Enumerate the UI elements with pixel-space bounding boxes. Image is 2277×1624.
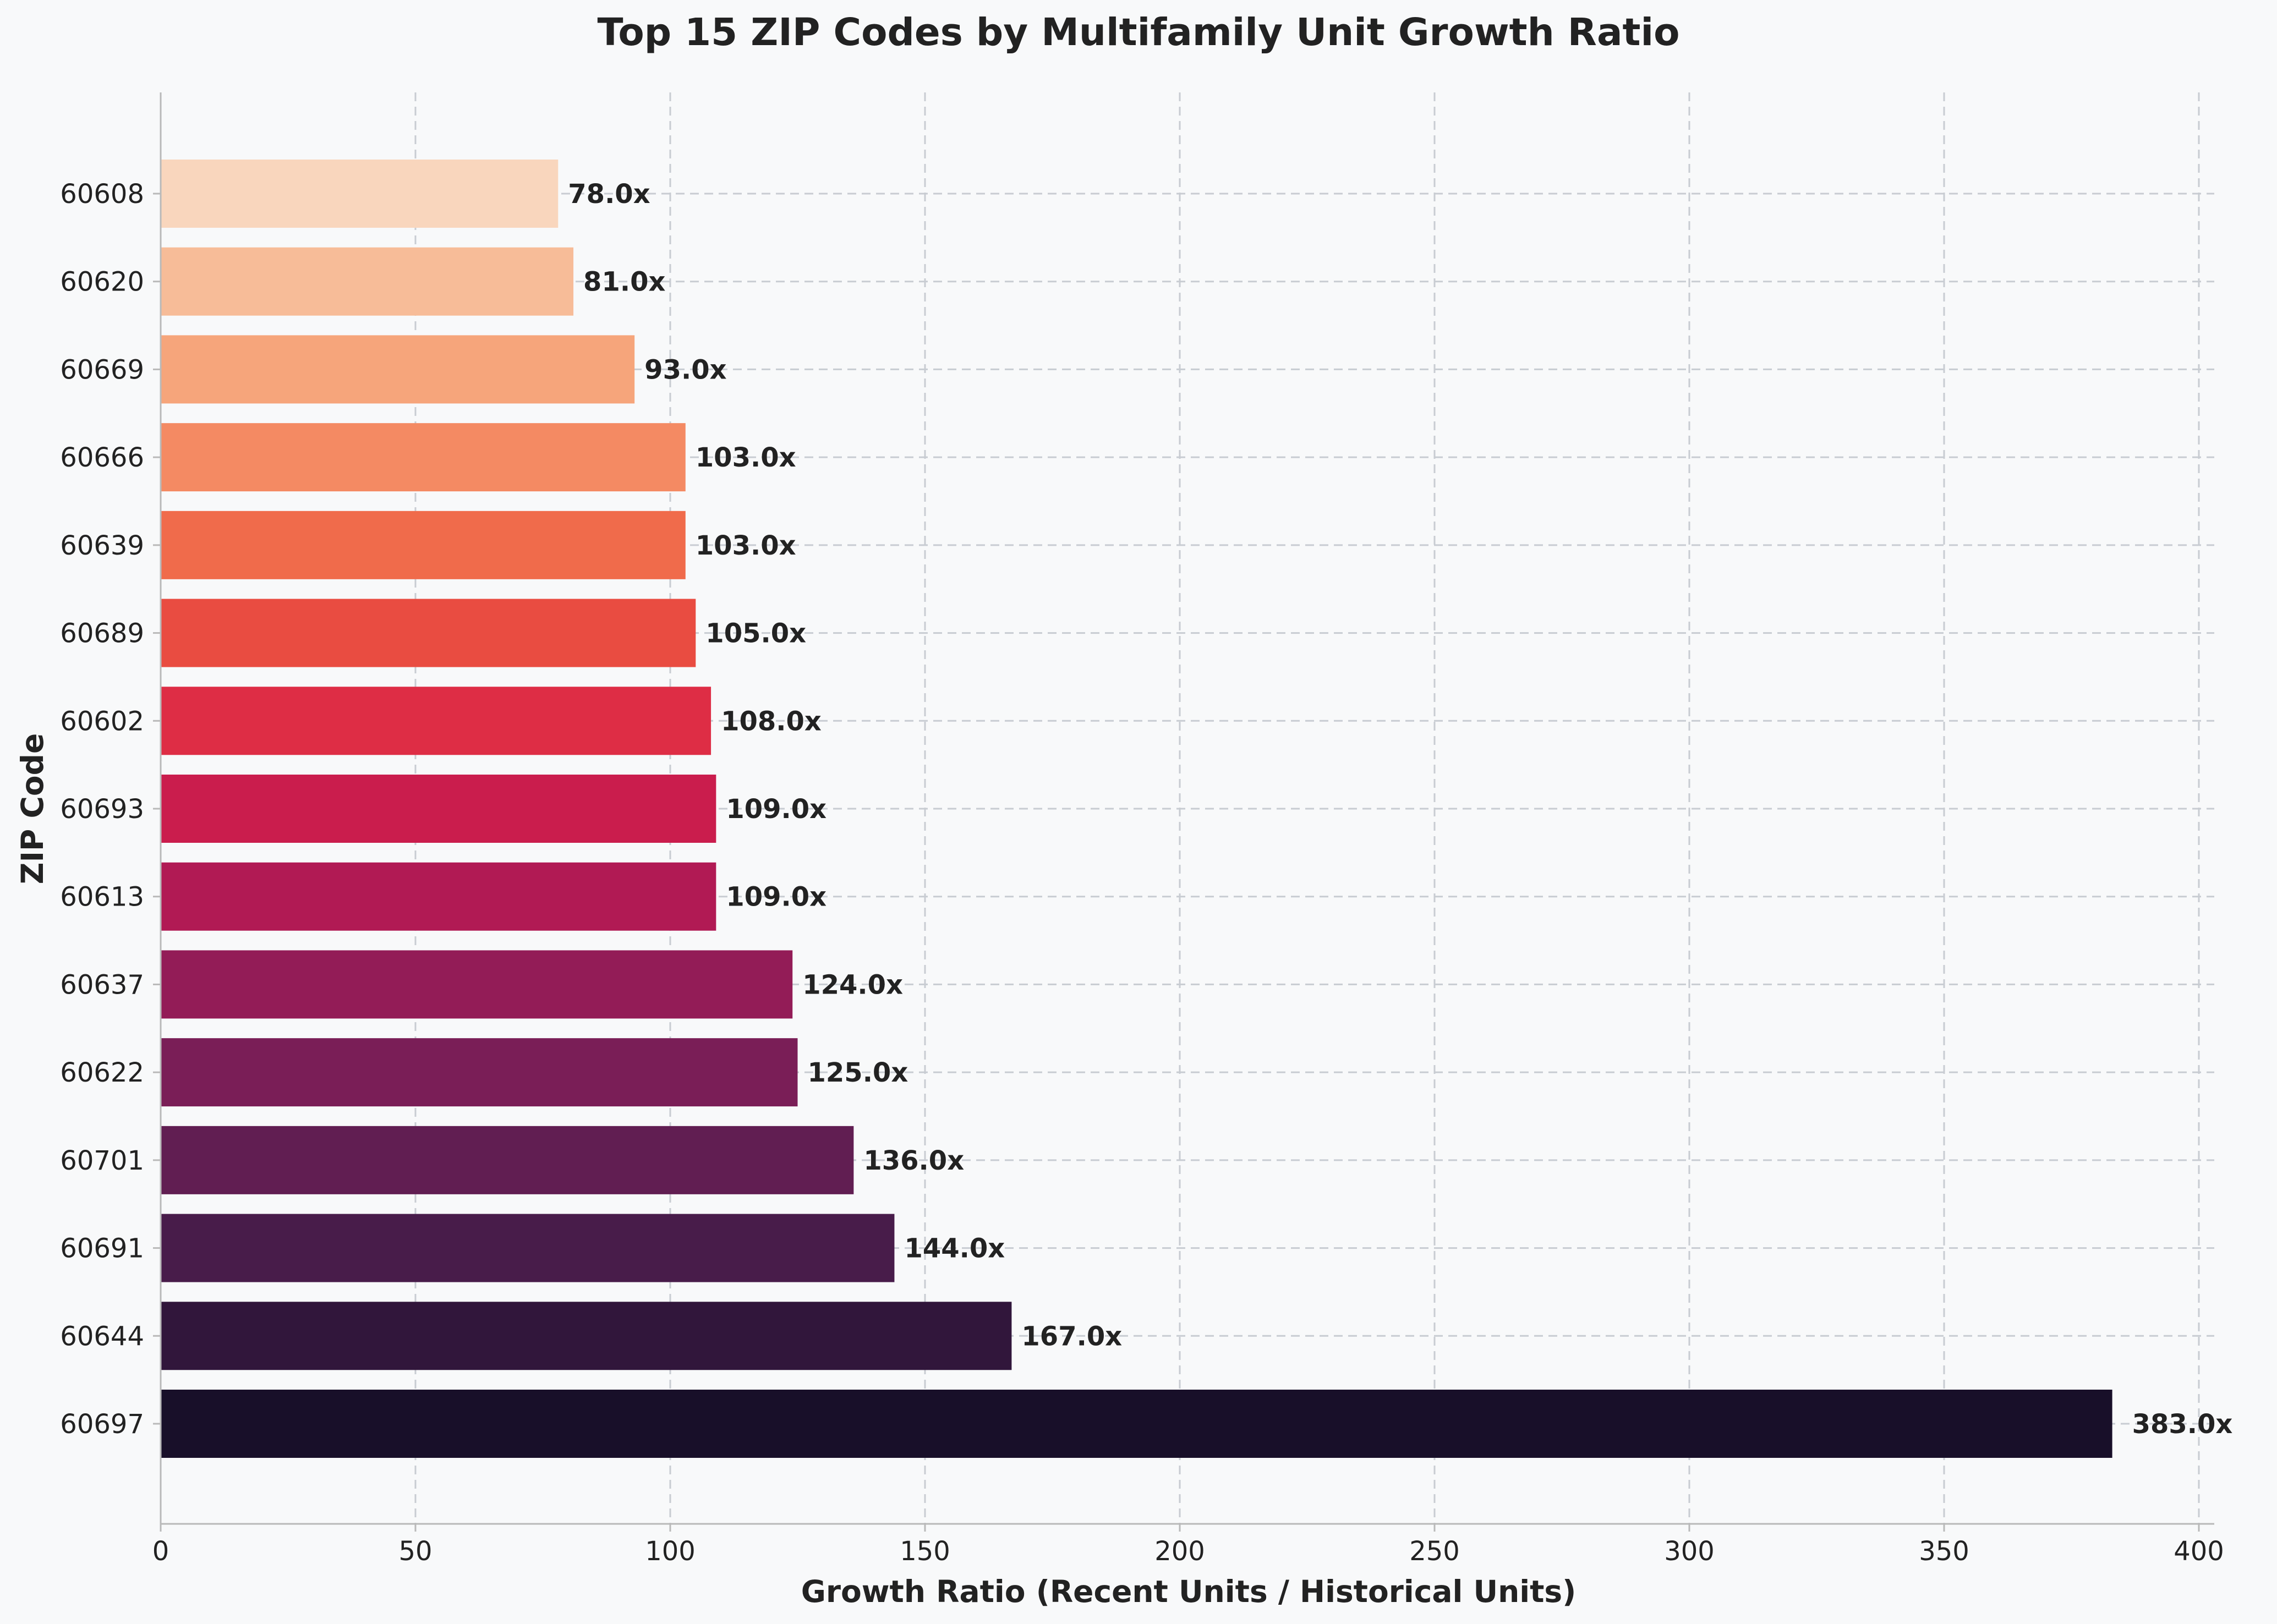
value-label-60691: 144.0x bbox=[904, 1233, 1005, 1264]
bar-60639 bbox=[161, 511, 686, 579]
y-axis-label: ZIP Code bbox=[15, 733, 50, 885]
bar-60666 bbox=[161, 423, 686, 492]
bar-60689 bbox=[161, 599, 696, 667]
x-axis-label: Growth Ratio (Recent Units / Historical … bbox=[801, 1574, 1577, 1609]
chart-title: Top 15 ZIP Codes by Multifamily Unit Gro… bbox=[597, 10, 1679, 54]
x-tick-label: 250 bbox=[1409, 1536, 1460, 1567]
bar-60622 bbox=[161, 1038, 798, 1107]
value-label-60622: 125.0x bbox=[808, 1057, 908, 1088]
bar-60697 bbox=[161, 1390, 2112, 1458]
x-tick-label: 200 bbox=[1154, 1536, 1205, 1567]
bar-60644 bbox=[161, 1302, 1012, 1370]
y-tick-label-60693: 60693 bbox=[60, 794, 144, 825]
bar-60693 bbox=[161, 775, 716, 843]
y-tick-label-60637: 60637 bbox=[60, 969, 144, 1000]
y-tick-label-60689: 60689 bbox=[60, 618, 144, 649]
bar-60620 bbox=[161, 247, 574, 316]
value-label-60602: 108.0x bbox=[721, 706, 822, 737]
value-label-60697: 383.0x bbox=[2132, 1409, 2233, 1440]
value-label-60608: 78.0x bbox=[568, 179, 650, 210]
bar-60608 bbox=[161, 160, 559, 228]
value-label-60693: 109.0x bbox=[726, 794, 826, 825]
x-tick-label: 350 bbox=[1919, 1536, 1969, 1567]
value-label-60666: 103.0x bbox=[696, 442, 796, 473]
value-label-60644: 167.0x bbox=[1021, 1321, 1122, 1352]
y-tick-label-60669: 60669 bbox=[60, 354, 144, 385]
value-label-60620: 81.0x bbox=[583, 267, 665, 298]
x-tick-label: 150 bbox=[900, 1536, 950, 1567]
bar-60701 bbox=[161, 1126, 854, 1194]
value-label-60613: 109.0x bbox=[726, 882, 826, 913]
y-tick-label-60613: 60613 bbox=[60, 882, 144, 913]
value-label-60639: 103.0x bbox=[696, 530, 796, 561]
y-tick-label-60644: 60644 bbox=[60, 1321, 144, 1352]
value-label-60701: 136.0x bbox=[863, 1145, 964, 1176]
y-tick-label-60622: 60622 bbox=[60, 1057, 144, 1088]
bars bbox=[161, 160, 2112, 1458]
y-tick-label-60602: 60602 bbox=[60, 706, 144, 737]
y-tick-label-60620: 60620 bbox=[60, 267, 144, 298]
y-tick-label-60691: 60691 bbox=[60, 1233, 144, 1264]
y-tick-label-60701: 60701 bbox=[60, 1145, 144, 1176]
x-tick-label: 300 bbox=[1664, 1536, 1715, 1567]
value-label-60637: 124.0x bbox=[802, 969, 903, 1000]
y-tick-label-60608: 60608 bbox=[60, 179, 144, 210]
y-tick-label-60666: 60666 bbox=[60, 442, 144, 473]
x-tick-label: 100 bbox=[645, 1536, 696, 1567]
bar-60602 bbox=[161, 687, 711, 755]
y-axis-ticks: 60608 60620 60669 60666 60639 60689 60602 60693… bbox=[60, 179, 161, 1440]
x-axis-ticks: 0 50 100 150 200 250 300 350 400 bbox=[152, 1524, 2224, 1567]
value-label-60669: 93.0x bbox=[644, 354, 726, 385]
y-tick-label-60639: 60639 bbox=[60, 530, 144, 561]
bar-60637 bbox=[161, 950, 793, 1019]
bar-60613 bbox=[161, 862, 716, 931]
x-tick-label: 400 bbox=[2174, 1536, 2224, 1567]
bar-60691 bbox=[161, 1214, 895, 1282]
value-label-60689: 105.0x bbox=[705, 618, 806, 649]
value-labels: 78.0x 81.0x 93.0x 103.0x 103.0x 105.0x 108.0x 1… bbox=[568, 179, 2232, 1440]
y-tick-label-60697: 60697 bbox=[60, 1409, 144, 1440]
x-tick-label: 50 bbox=[398, 1536, 432, 1567]
x-tick-label: 0 bbox=[152, 1536, 169, 1567]
bar-60669 bbox=[161, 335, 635, 404]
